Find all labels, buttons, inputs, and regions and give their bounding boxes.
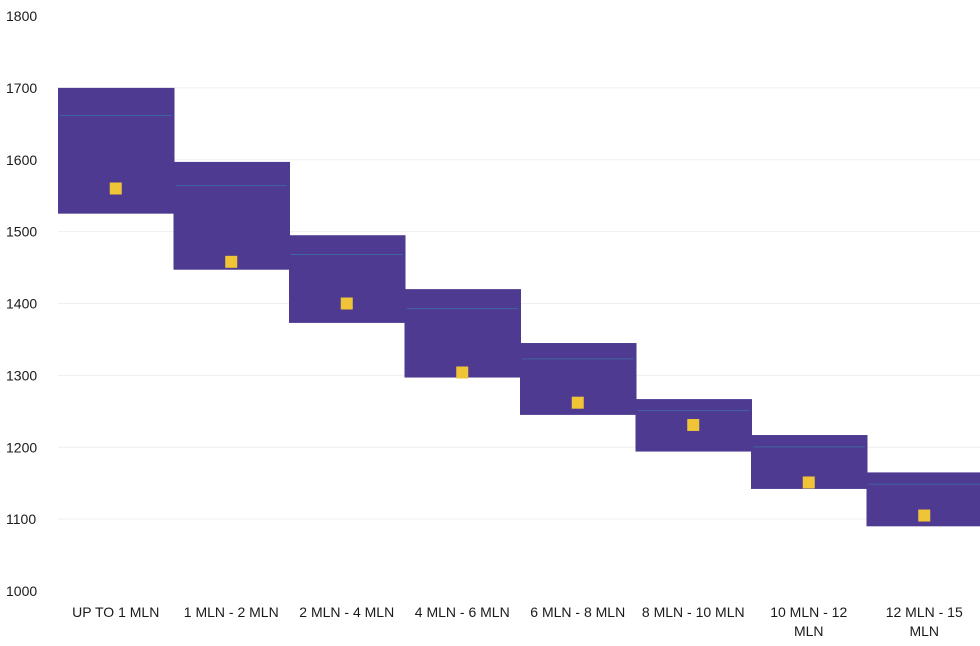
range-box-2 [173, 161, 290, 270]
y-tick-label-1500: 1500 [6, 224, 37, 240]
price-range-boxes [58, 87, 980, 527]
average-marker-1 [109, 182, 122, 195]
average-markers [109, 182, 931, 522]
average-marker-6 [687, 418, 700, 431]
y-tick-label-1000: 1000 [6, 583, 37, 599]
y-tick-label-1300: 1300 [6, 367, 37, 383]
x-category-label-2: 1 MLN - 2 MLN [184, 604, 279, 620]
y-tick-label-1100: 1100 [6, 511, 36, 527]
y-tick-label-1700: 1700 [6, 80, 37, 96]
y-tick-label-1800: 1800 [6, 8, 37, 24]
x-axis-category-labels: UP TO 1 MLN 1 MLN - 2 MLN 2 MLN - 4 MLN 4 M… [72, 604, 963, 639]
y-axis-tick-labels: 1000 1100 1200 1300 1400 1500 1600 1700 1800 [6, 8, 37, 599]
y-tick-label-1600: 1600 [6, 152, 37, 168]
x-category-label-4: 4 MLN - 6 MLN [415, 604, 510, 620]
x-category-label-8: 12 MLN - 15 MLN [886, 604, 963, 639]
x-category-label-5: 6 MLN - 8 MLN [530, 604, 625, 620]
average-marker-5 [571, 396, 584, 409]
average-marker-7 [802, 476, 815, 489]
y-tick-label-1400: 1400 [6, 296, 37, 312]
average-marker-2 [225, 255, 238, 268]
range-box-1 [58, 87, 175, 214]
average-marker-8 [918, 509, 931, 522]
average-marker-4 [456, 366, 469, 379]
x-category-label-7: 10 MLN - 12 MLN [770, 604, 847, 639]
average-marker-3 [340, 297, 353, 310]
x-category-label-6: 8 MLN - 10 MLN [642, 604, 745, 620]
range-box-4 [404, 289, 521, 378]
y-tick-label-1200: 1200 [6, 439, 37, 455]
x-category-label-1: UP TO 1 MLN [72, 604, 159, 620]
range-box-3 [289, 235, 406, 323]
x-category-label-3: 2 MLN - 4 MLN [299, 604, 394, 620]
